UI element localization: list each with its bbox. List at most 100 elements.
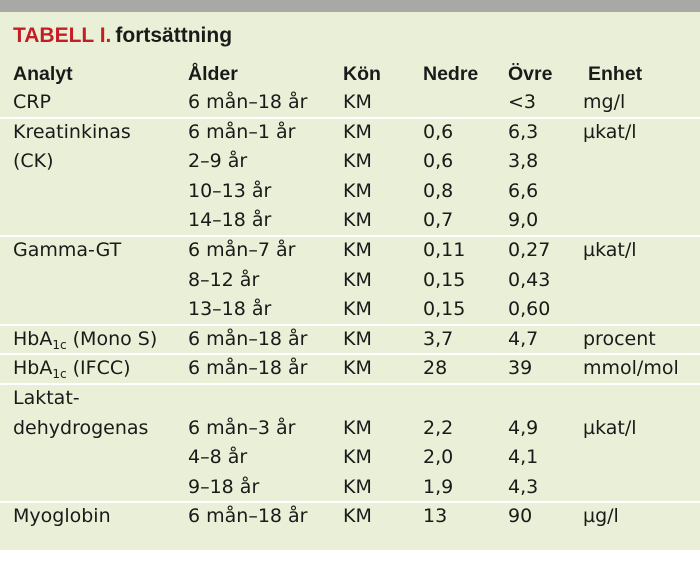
column-header-ovre: Övre — [508, 63, 553, 85]
row-separator — [0, 501, 700, 504]
cell-ovre: 6,3 — [508, 120, 539, 143]
table-row: Laktat- — [0, 382, 700, 414]
column-header-analyt: Analyt — [13, 63, 73, 85]
cell-kon: KM — [343, 357, 372, 380]
analyt-suffix: (Mono S) — [66, 327, 158, 350]
cell-nedre: 0,7 — [423, 209, 454, 232]
row-separator — [0, 353, 700, 356]
cell-ovre: 90 — [508, 505, 533, 528]
analyt-suffix: (IFCC) — [66, 357, 131, 380]
table-row: HbA1c (Mono S) 6 mån–18 år KM 3,7 4,7 pr… — [0, 323, 700, 355]
cell-nedre: 0,15 — [423, 268, 466, 291]
row-separator — [0, 382, 700, 385]
cell-ovre: 4,1 — [508, 446, 539, 469]
cell-nedre: 0,6 — [423, 120, 454, 143]
table-row: 10–13 år KM 0,8 6,6 — [0, 177, 700, 207]
table-row: Kreatinkinas 6 mån–1 år KM 0,6 6,3 µkat/… — [0, 116, 700, 148]
table-body: CRP 6 mån–18 år KM <3 mg/l Kreatinkinas … — [0, 88, 700, 532]
table-row: 13–18 år KM 0,15 0,60 — [0, 295, 700, 325]
cell-kon: KM — [343, 120, 372, 143]
cell-kon: KM — [343, 268, 372, 291]
cell-alder: 6 mån–18 år — [188, 327, 308, 350]
table-panel — [0, 12, 700, 550]
cell-ovre: 3,8 — [508, 150, 539, 173]
table-row: CRP 6 mån–18 år KM <3 mg/l — [0, 88, 700, 118]
cell-kon: KM — [343, 475, 372, 498]
cell-analyt: HbA1c (IFCC) — [13, 354, 131, 384]
cell-ovre: 0,60 — [508, 298, 551, 321]
column-header-kon: Kön — [343, 63, 381, 85]
cell-analyt: HbA1c (Mono S) — [13, 325, 157, 355]
table-row: Myoglobin 6 mån–18 år KM 13 90 µg/l — [0, 501, 700, 532]
cell-analyt: Myoglobin — [13, 505, 111, 528]
cell-alder: 6 mån–3 år — [188, 416, 296, 439]
cell-alder: 13–18 år — [188, 298, 272, 321]
cell-kon: KM — [343, 150, 372, 173]
cell-alder: 6 mån–1 år — [188, 120, 296, 143]
cell-analyt: Laktat- — [13, 386, 80, 409]
cell-nedre: 3,7 — [423, 327, 454, 350]
cell-ovre: 9,0 — [508, 209, 539, 232]
cell-nedre: 13 — [423, 505, 448, 528]
cell-analyt: CRP — [13, 91, 51, 113]
table-row: HbA1c (IFCC) 6 mån–18 år KM 28 39 mmol/m… — [0, 353, 700, 384]
cell-enhet: mmol/mol — [583, 357, 679, 380]
cell-ovre: 4,7 — [508, 327, 539, 350]
table-row: 8–12 år KM 0,15 0,43 — [0, 266, 700, 296]
cell-alder: 9–18 år — [188, 475, 260, 498]
cell-kon: KM — [343, 416, 372, 439]
cell-nedre: 2,2 — [423, 416, 454, 439]
table-title-subtitle: fortsättning — [115, 24, 233, 47]
cell-ovre: 0,27 — [508, 238, 551, 261]
analyt-subscript: 1c — [52, 367, 67, 382]
cell-alder: 6 mån–18 år — [188, 357, 308, 380]
table-row: 9–18 år KM 1,9 4,3 — [0, 473, 700, 503]
table-title-label: TABELL I. — [13, 24, 112, 47]
cell-analyt: (CK) — [13, 150, 54, 173]
cell-kon: KM — [343, 209, 372, 232]
table-title: TABELL I. fortsättning — [13, 24, 232, 50]
cell-analyt: Gamma-GT — [13, 238, 122, 261]
table-header-row: Analyt Ålder Kön Nedre Övre Enhet — [0, 60, 700, 88]
cell-enhet: mg/l — [583, 91, 626, 113]
cell-ovre: 39 — [508, 357, 533, 380]
cell-ovre: 4,3 — [508, 475, 539, 498]
cell-alder: 6 mån–18 år — [188, 91, 308, 113]
cell-nedre: 0,6 — [423, 150, 454, 173]
row-separator — [0, 323, 700, 326]
row-separator — [0, 116, 700, 119]
cell-alder: 2–9 år — [188, 150, 248, 173]
cell-kon: KM — [343, 91, 372, 113]
cell-analyt: dehydrogenas — [13, 416, 149, 439]
analyt-subscript: 1c — [52, 337, 67, 352]
cell-nedre: 1,9 — [423, 475, 454, 498]
cell-alder: 6 mån–18 år — [188, 505, 308, 528]
cell-alder: 14–18 år — [188, 209, 272, 232]
cell-enhet: µkat/l — [583, 238, 637, 261]
table-row: 14–18 år KM 0,7 9,0 — [0, 206, 700, 236]
cell-enhet: µkat/l — [583, 416, 637, 439]
column-header-alder: Ålder — [188, 63, 238, 85]
cell-ovre: 6,6 — [508, 179, 539, 202]
table-row: (CK) 2–9 år KM 0,6 3,8 — [0, 147, 700, 177]
cell-nedre: 0,8 — [423, 179, 454, 202]
cell-ovre: <3 — [508, 91, 537, 113]
cell-ovre: 0,43 — [508, 268, 551, 291]
cell-enhet: procent — [583, 327, 656, 350]
cell-nedre: 2,0 — [423, 446, 454, 469]
cell-kon: KM — [343, 298, 372, 321]
cell-kon: KM — [343, 446, 372, 469]
cell-enhet: µkat/l — [583, 120, 637, 143]
analyt-main: HbA — [13, 357, 53, 380]
cell-alder: 6 mån–7 år — [188, 238, 296, 261]
column-header-enhet: Enhet — [588, 63, 643, 85]
row-separator — [0, 234, 700, 237]
cell-alder: 10–13 år — [188, 179, 272, 202]
cell-kon: KM — [343, 238, 372, 261]
cell-alder: 8–12 år — [188, 268, 260, 291]
cell-analyt: Kreatinkinas — [13, 120, 131, 143]
cell-kon: KM — [343, 327, 372, 350]
table-row: Gamma-GT 6 mån–7 år KM 0,11 0,27 µkat/l — [0, 234, 700, 266]
cell-enhet: µg/l — [583, 505, 619, 528]
